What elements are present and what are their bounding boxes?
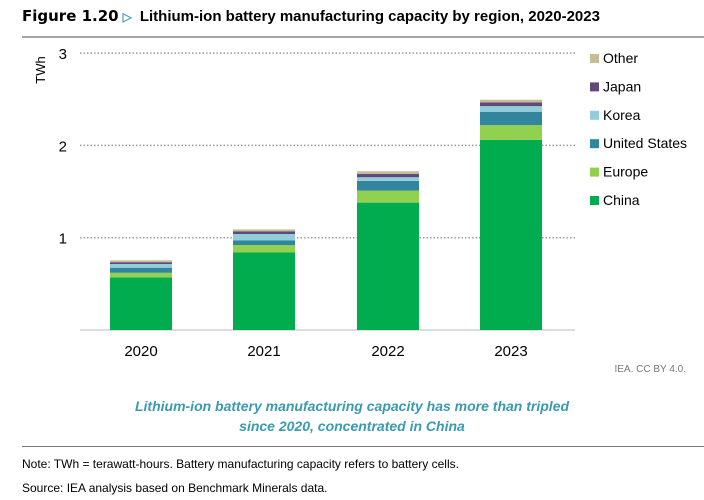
legend-label: China	[603, 192, 640, 208]
bar-japan	[233, 231, 295, 235]
bar-united-states	[480, 111, 542, 126]
x-tick-label: 2021	[247, 343, 280, 360]
chart: 1 2 3 TWh 2020 2021 2022 2023 Other Japan Korea Uni…	[33, 46, 687, 360]
y-tick-label: 3	[59, 46, 67, 63]
legend-swatch	[590, 54, 599, 63]
bar-korea	[233, 234, 295, 241]
figure-label: Figure 1.20	[22, 7, 119, 25]
bar-china	[233, 252, 295, 330]
legend-label: Europe	[603, 164, 648, 180]
legend-swatch	[590, 139, 599, 149]
legend-label: United States	[603, 135, 687, 151]
bar-china	[357, 202, 419, 330]
legend-label: Other	[603, 50, 638, 66]
legend-swatch	[590, 110, 599, 120]
bar-other	[233, 229, 295, 232]
bar-europe	[233, 245, 295, 253]
legend-swatch	[590, 196, 599, 205]
y-axis-label: TWh	[33, 56, 48, 83]
divider	[22, 36, 704, 38]
bar-korea	[110, 264, 172, 268]
title-text: Lithium-ion battery manufacturing capaci…	[139, 8, 600, 25]
bar-united-states	[110, 267, 172, 273]
bar-japan	[357, 174, 419, 178]
bar-europe	[357, 190, 419, 203]
x-tick-label: 2022	[371, 343, 404, 360]
bar-other	[480, 99, 542, 103]
bar-korea	[357, 177, 419, 181]
bar-europe	[110, 272, 172, 278]
bar-china	[480, 139, 542, 330]
bar-europe	[480, 125, 542, 140]
bar-other	[110, 260, 172, 263]
note: Note: TWh = terawatt-hours. Battery manu…	[22, 457, 459, 471]
bar-united-states	[233, 240, 295, 246]
y-tick-label: 2	[59, 138, 67, 155]
x-tick-label: 2020	[124, 343, 157, 360]
legend-label: Japan	[603, 78, 641, 94]
divider	[22, 446, 704, 447]
bar-japan	[480, 102, 542, 107]
bar-other	[357, 171, 419, 175]
bar-united-states	[357, 180, 419, 191]
caption-line: since 2020, concentrated in China	[239, 418, 465, 434]
source: Source: IEA analysis based on Benchmark …	[22, 481, 328, 495]
legend-label: Korea	[603, 107, 641, 123]
legend-swatch	[590, 82, 599, 92]
caption: Lithium-ion battery manufacturing capaci…	[0, 396, 704, 436]
bar-korea	[480, 106, 542, 112]
credit: IEA. CC BY 4.0.	[614, 364, 686, 375]
x-tick-label: 2023	[494, 343, 527, 360]
bar-japan	[110, 262, 172, 265]
legend-swatch	[590, 167, 599, 177]
bar-china	[110, 277, 172, 330]
figure-title: Figure 1.20 ▷ Lithium-ion battery manufact…	[22, 7, 600, 25]
triangle-icon: ▷	[122, 10, 132, 24]
y-tick-label: 1	[59, 231, 67, 248]
caption-line: Lithium-ion battery manufacturing capaci…	[134, 398, 570, 414]
